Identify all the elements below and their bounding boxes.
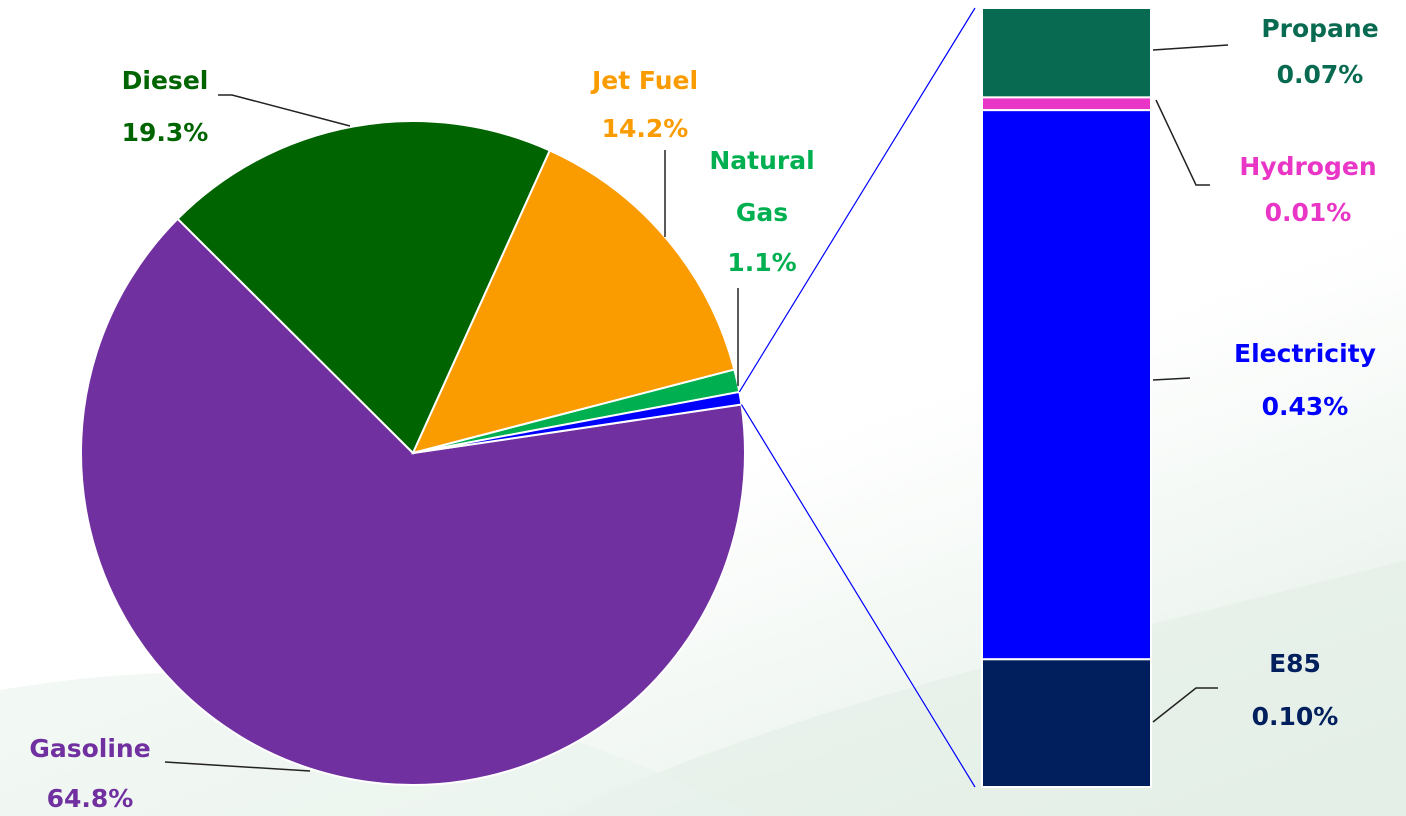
segment-value-label: 0.01% (1265, 198, 1352, 227)
leader-line (1155, 99, 1210, 186)
slice-label: Jet Fuel (590, 66, 698, 95)
slice-label: Natural Gas (709, 146, 814, 227)
segment-label: Hydrogen (1239, 152, 1376, 181)
leader-line (164, 761, 311, 772)
leader-line (1152, 377, 1191, 381)
segment-value-label: 0.10% (1252, 702, 1339, 731)
segment-label: E85 (1269, 649, 1321, 678)
slice-value-label: 64.8% (47, 784, 134, 813)
pie-slice (412, 390, 743, 454)
leader-line (218, 94, 351, 127)
pie-slice (176, 120, 552, 455)
slice-value-label: 1.1% (727, 248, 796, 277)
pie-slice (80, 217, 746, 787)
slice-value-label: 19.3% (122, 118, 209, 147)
connector-line (738, 7, 976, 393)
leader-line (1152, 687, 1218, 723)
pie-slice (411, 149, 736, 455)
segment-value-label: 0.07% (1277, 60, 1364, 89)
slice-label: Gasoline (29, 734, 150, 763)
slice-value-label: 14.2% (602, 114, 689, 143)
slice-label: Diesel (122, 66, 209, 95)
segment-label: Propane (1261, 14, 1378, 43)
bar-segment (981, 658, 1152, 789)
bar-segment (981, 109, 1152, 661)
bar-segment (981, 96, 1152, 112)
bar-segment (981, 7, 1152, 99)
connector-line (740, 404, 976, 788)
segment-value-label: 0.43% (1262, 392, 1349, 421)
leader-line (1152, 44, 1229, 51)
segment-label: Electricity (1234, 339, 1376, 368)
